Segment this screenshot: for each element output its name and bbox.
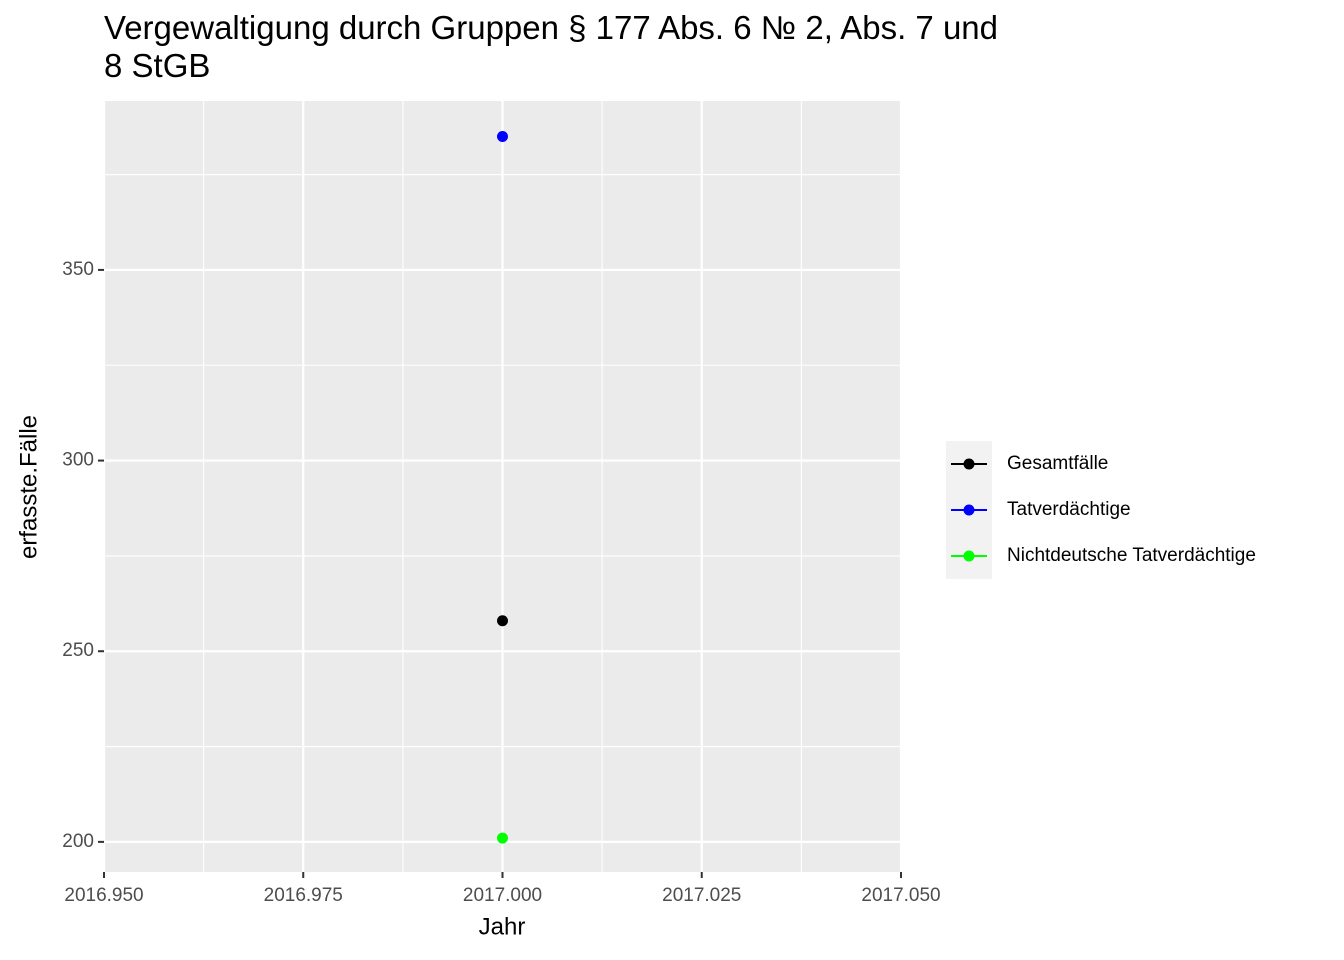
x-tick-label: 2017.000 [463,885,542,906]
x-tick-label: 2016.950 [64,885,143,906]
legend-key-point [963,504,975,516]
legend-label: Nichtdeutsche Tatverdächtige [1007,545,1256,566]
legend-label: Gesamtfälle [1007,453,1108,474]
data-point [497,832,508,844]
legend-key-point [963,550,975,562]
x-tick-label: 2017.050 [861,885,940,906]
y-tick-label: 300 [62,450,94,471]
x-axis-label: Jahr [479,913,526,940]
y-tick-label: 250 [62,640,94,661]
legend-label: Tatverdächtige [1007,499,1131,520]
x-tick-label: 2017.025 [662,885,741,906]
x-tick-label: 2016.975 [264,885,343,906]
y-axis-label: erfasste.Fälle [15,415,42,559]
legend-key-point [963,458,975,470]
y-tick-label: 200 [62,831,94,852]
chart-title: Vergewaltigung durch Gruppen § 177 Abs. … [104,9,998,84]
data-point [497,130,508,142]
data-point [497,615,508,627]
y-tick-label: 350 [62,259,94,280]
